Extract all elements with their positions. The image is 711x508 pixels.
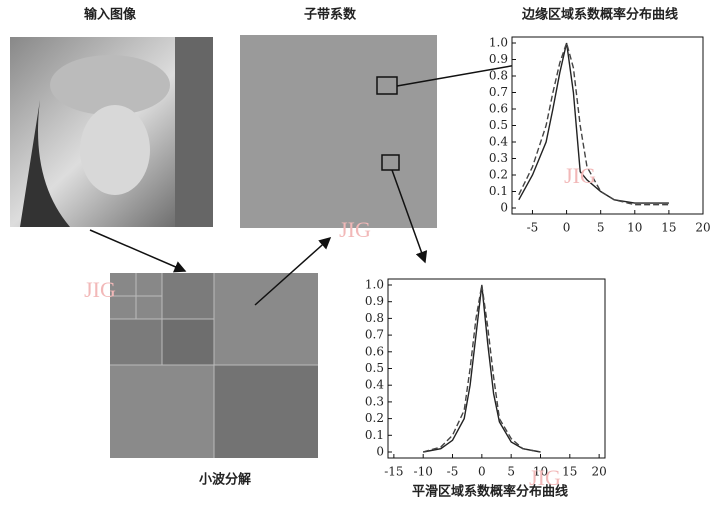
y-tick-label: 0.5 (365, 361, 384, 375)
x-tick-label: -10 (414, 465, 433, 479)
y-tick-label: 0 (500, 201, 508, 215)
x-tick-label: 0 (478, 465, 486, 479)
y-tick-label: 0.3 (365, 394, 384, 408)
y-tick-label: 0.2 (489, 168, 508, 182)
input-image (10, 37, 213, 227)
label: 小波分解 (199, 472, 251, 488)
y-tick-label: 0.8 (489, 69, 508, 83)
y-tick-label: 0.9 (489, 52, 508, 66)
x-tick-label: 20 (591, 465, 606, 479)
y-tick-label: 0.4 (365, 378, 384, 392)
y-tick-label: 0.7 (365, 328, 384, 342)
y-tick-label: 1.0 (365, 278, 384, 292)
watermark: JIG (564, 163, 596, 188)
watermark: JIG (84, 277, 116, 302)
y-tick-label: 0.1 (365, 428, 384, 442)
x-tick-label: -15 (384, 465, 403, 479)
chart-title: 边缘区域系数概率分布曲线 (521, 7, 678, 23)
x-tick-label: 5 (597, 221, 605, 235)
y-tick-label: 0.6 (365, 344, 384, 358)
watermark: JIG (339, 217, 371, 242)
x-tick-label: 5 (507, 465, 515, 479)
y-tick-label: 0.1 (489, 184, 508, 198)
x-tick-label: 15 (562, 465, 577, 479)
y-tick-label: 0.6 (489, 102, 508, 116)
plot-frame (388, 279, 605, 458)
x-tick-label: 20 (695, 221, 710, 235)
label: 输入图像 (84, 7, 137, 23)
y-tick-label: 0.7 (489, 85, 508, 99)
wavelet-image (110, 273, 318, 458)
y-tick-label: 0.9 (365, 294, 384, 308)
x-tick-label: -5 (527, 221, 539, 235)
x-tick-label: 0 (563, 221, 571, 235)
y-tick-label: 1.0 (489, 36, 508, 50)
y-tick-label: 0.8 (365, 311, 384, 325)
plot-frame (512, 37, 703, 214)
subband-image (240, 35, 437, 228)
figure: 输入图像 子带系数 小波分解 边缘区域系数概率分布曲线 0 0.1 0.2 0.3 0.4… (0, 0, 711, 504)
y-tick-label: 0.3 (489, 151, 508, 165)
x-tick-label: 10 (627, 221, 642, 235)
x-tick-label: 15 (661, 221, 676, 235)
y-tick-label: 0 (376, 445, 384, 459)
y-tick-label: 0.2 (365, 411, 384, 425)
label: 子带系数 (304, 7, 357, 23)
y-tick-label: 0.4 (489, 135, 508, 149)
x-tick-label: -5 (447, 465, 459, 479)
watermark: JIG (529, 465, 561, 490)
y-tick-label: 0.5 (489, 118, 508, 132)
